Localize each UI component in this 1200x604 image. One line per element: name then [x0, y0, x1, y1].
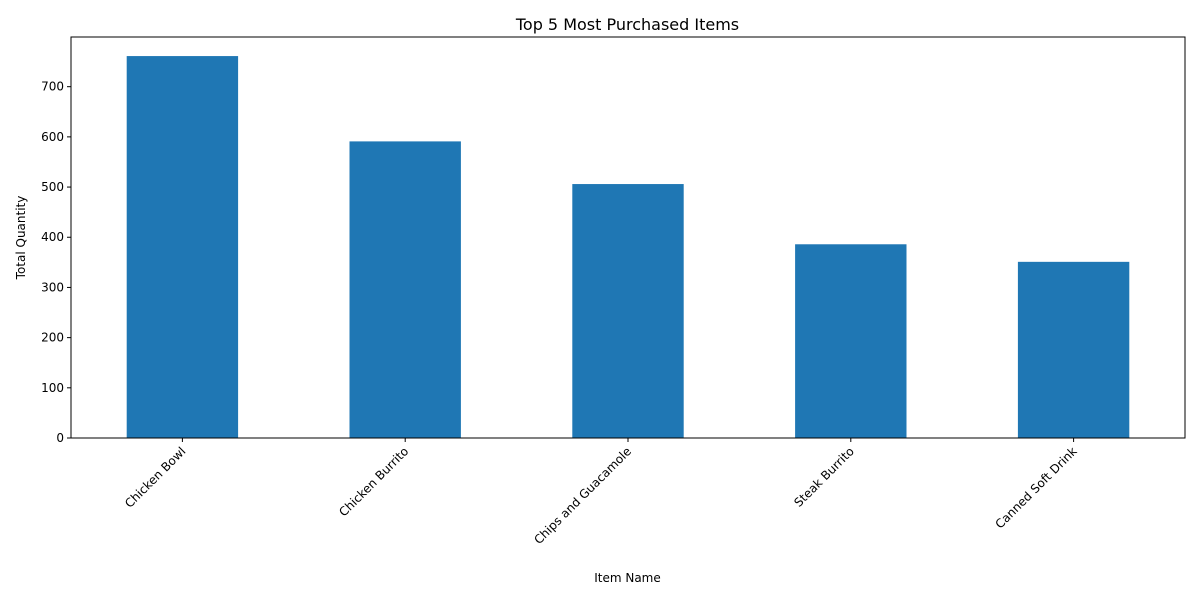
y-tick-label: 500 [41, 180, 64, 194]
y-tick-label: 700 [41, 80, 64, 94]
y-tick-label: 100 [41, 381, 64, 395]
bar-chicken-burrito [349, 141, 461, 438]
x-tick-label: Steak Burrito [791, 444, 857, 510]
chart-title: Top 5 Most Purchased Items [515, 15, 739, 34]
bar-canned-soft-drink [1017, 261, 1130, 438]
y-tick-label: 400 [41, 230, 64, 244]
y-tick-label: 300 [41, 280, 64, 294]
x-tick-label: Chicken Bowl [122, 444, 188, 510]
y-axis-label: Total Quantity [14, 196, 28, 281]
x-tick-label: Chicken Burrito [336, 444, 411, 519]
bar-chips-and-guacamole [572, 184, 684, 438]
x-tick-label: Canned Soft Drink [993, 444, 1080, 531]
x-axis: Chicken Bowl Chicken Burrito Chips and Gua… [122, 438, 1080, 547]
bars-group [126, 56, 1130, 438]
bar-chicken-bowl [126, 56, 239, 438]
x-tick-label: Chips and Guacamole [531, 444, 634, 547]
x-axis-label: Item Name [594, 571, 661, 585]
y-tick-label: 600 [41, 130, 64, 144]
bar-steak-burrito [795, 244, 907, 438]
y-tick-label: 0 [56, 431, 64, 445]
y-axis: 0 100 200 300 400 500 600 700 [41, 80, 71, 445]
plot-frame [70, 36, 1186, 439]
y-tick-label: 200 [41, 331, 64, 345]
